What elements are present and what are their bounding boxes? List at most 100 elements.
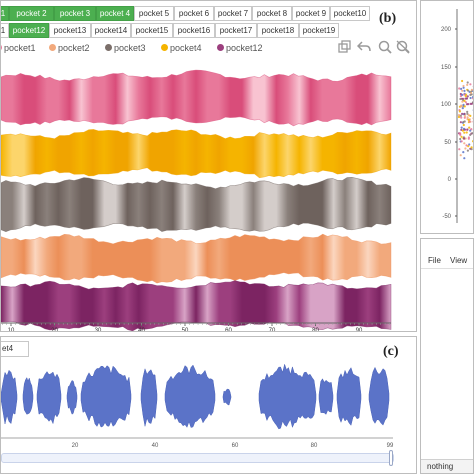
wave-segment[interactable] [80,365,132,428]
pocket-select-input[interactable]: et4 [1,341,29,357]
scatter-point [463,93,466,96]
scatter-point [466,128,469,131]
scatter-point [472,85,473,88]
x-tick-label: 10 [8,328,15,332]
legend-dot [1,44,2,52]
scatter-point [466,149,469,152]
legend-label: pocket3 [114,43,146,53]
tab-pocket-4[interactable]: pocket 4 [96,6,134,21]
scatter-point [467,145,470,148]
scatter-point [467,137,470,140]
tab-pocket-2[interactable]: pocket 2 [9,6,54,21]
scatter-point [465,97,468,100]
tab-pocket-3[interactable]: pocket 3 [54,6,96,21]
scatter-point [461,93,464,96]
menu-view[interactable]: View [450,256,468,265]
scatter-point [470,88,473,91]
x-tick-label: 20 [72,443,79,449]
legend-label: pocket2 [58,43,90,53]
tab-pocket14[interactable]: pocket14 [91,23,131,38]
tab-pocket-7[interactable]: pocket 7 [214,6,252,21]
range-slider-track[interactable] [1,453,394,463]
legend-item-pocket12[interactable]: pocket12 [217,41,263,55]
scatter-point [469,83,472,86]
legend-label: pocket4 [170,43,202,53]
stream-band-pocket12[interactable] [1,280,392,331]
stream-band-pocket3[interactable] [1,176,392,233]
tab-pocket-5[interactable]: pocket 5 [134,6,174,21]
scatter-point [459,137,462,141]
range-slider-handle[interactable] [389,450,393,466]
pocket-tabs: 1 pocket 2 pocket 3 pocket 4 pocket 5 pocket … [1,6,379,40]
reset-zoom-icon[interactable] [396,39,410,55]
scatter-point [463,157,466,160]
x-tick-label: 30 [95,328,102,332]
scatter-point [459,97,462,101]
legend-item-pocket4[interactable]: pocket4 [161,41,202,55]
scatter-point [463,99,466,102]
stream-band-pocket2[interactable] [1,233,392,284]
scatter-point [466,95,469,98]
wave-segment[interactable] [368,366,390,426]
tab-pocket-9[interactable]: pocket 9 [292,6,330,21]
chart-toolbox [336,39,416,55]
undo-icon[interactable] [356,39,371,55]
tab-pocket17[interactable]: pocket17 [215,23,257,38]
scatter-panel: 200 150 100 50 0 -50 [420,0,474,234]
scatter-point [469,133,472,136]
tab-pocket15[interactable]: pocket15 [131,23,173,38]
tab-1[interactable]: 1 [1,23,9,38]
scatter-point [460,140,463,143]
legend-item-pocket1[interactable]: pocket1 [1,41,36,55]
x-tick-label: 80 [311,443,318,449]
scatter-point [459,154,462,157]
wave-segment[interactable] [222,388,232,406]
legend-dot [49,44,56,52]
tab-1[interactable]: 1 [1,6,9,21]
x-tick-label: 60 [232,443,239,449]
wave-segment[interactable] [140,367,158,427]
menu-bar: File View [421,253,473,269]
status-bar: nothing [421,459,473,473]
tab-pocket12[interactable]: pocket12 [9,23,49,38]
stream-band-pocket1[interactable] [1,69,392,127]
restore-icon[interactable] [338,39,352,55]
zoom-icon[interactable] [378,39,392,55]
scatter-point [468,90,471,93]
wave-segment[interactable] [22,376,34,415]
wave-segment[interactable] [66,380,78,415]
wave-segment[interactable] [164,364,216,428]
stream-band-pocket4[interactable] [1,129,392,179]
wave-segment[interactable] [258,363,317,430]
wave-segment[interactable] [318,378,334,415]
legend-item-pocket2[interactable]: pocket2 [49,41,90,55]
tab-pocket10[interactable]: pocket10 [330,6,370,21]
x-tick-label: 40 [138,328,145,332]
x-tick-label: 60 [225,328,232,332]
wave-segment[interactable] [1,369,18,425]
scatter-point [466,116,469,119]
scatter-point [468,143,471,146]
tab-pocket18[interactable]: pocket18 [257,23,299,38]
x-tick-label: 90 [356,328,363,332]
wave-segment[interactable] [36,371,62,425]
wave-segment[interactable] [336,367,362,426]
tab-pocket-8[interactable]: pocket 8 [252,6,292,21]
tab-pocket-6[interactable]: pocket 6 [174,6,214,21]
scatter-point [468,120,471,123]
scatter-point [471,132,473,135]
legend-item-pocket3[interactable]: pocket3 [105,41,146,55]
scatter-point [471,101,473,104]
y-tick-label: 150 [441,65,452,71]
menu-file[interactable]: File [428,256,441,265]
scatter-point [462,103,465,106]
pocket-stream-panel: 1 pocket 2 pocket 3 pocket 4 pocket 5 pocket … [0,0,417,332]
scatter-point [458,87,461,90]
pocket-wave-chart: 20 40 60 80 99 [1,363,394,449]
tab-pocket13[interactable]: pocket13 [49,23,91,38]
scatter-point [465,144,468,147]
scatter-point [460,135,463,138]
scatter-point [461,107,464,110]
tab-pocket19[interactable]: pocket19 [299,23,339,38]
tab-pocket16[interactable]: pocket16 [173,23,215,38]
